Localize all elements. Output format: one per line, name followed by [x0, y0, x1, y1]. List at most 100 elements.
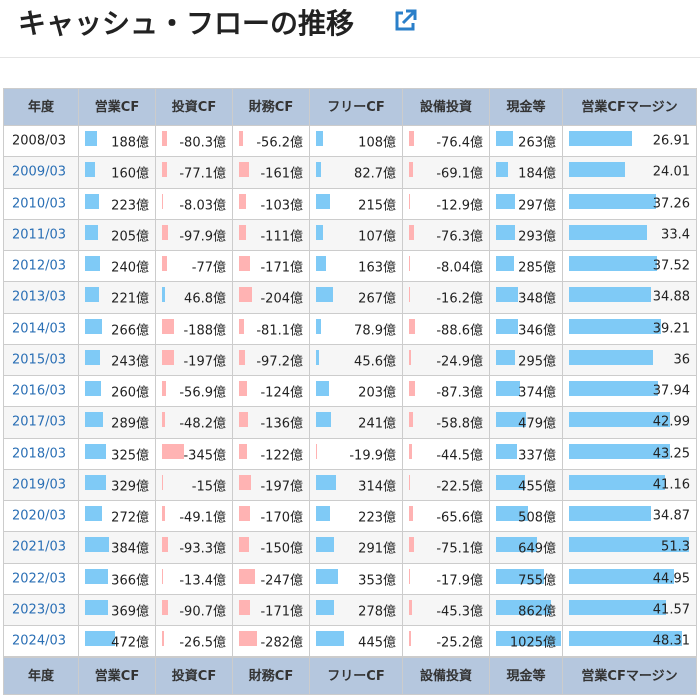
- table-cell: 160億: [79, 157, 156, 189]
- cell-value: 34.88: [652, 289, 690, 305]
- table-cell: 278億: [310, 594, 403, 626]
- year-label: 2011/03: [12, 227, 67, 243]
- value-bar: [496, 506, 529, 521]
- cell-value: 24.01: [652, 164, 690, 180]
- value-bar: [409, 162, 414, 178]
- cell-value: -171億: [260, 604, 303, 620]
- table-cell: 325億: [79, 438, 156, 470]
- cell-value: -87.3億: [436, 385, 483, 401]
- value-bar: [409, 256, 410, 271]
- external-link-icon[interactable]: [392, 8, 418, 34]
- table-cell: -97.9億: [156, 219, 233, 251]
- value-bar: [85, 474, 106, 490]
- table-cell: -65.6億: [403, 501, 490, 533]
- cell-value: 51.3: [661, 539, 690, 555]
- value-bar: [162, 224, 169, 240]
- value-bar: [162, 443, 184, 459]
- table-cell: 337億: [490, 438, 563, 470]
- table-cell: 24.01: [563, 157, 697, 189]
- cell-value: -103億: [260, 198, 303, 214]
- table-cell: -13.4億: [156, 563, 233, 595]
- table-cell: -97.2億: [233, 344, 310, 376]
- cell-value: -197億: [183, 354, 226, 370]
- cell-value: 42.99: [652, 414, 690, 430]
- table-cell: 348億: [490, 282, 563, 314]
- cell-value: -171億: [260, 260, 303, 276]
- table-cell: -8.04億: [403, 251, 490, 283]
- cell-value: 41.16: [652, 477, 690, 493]
- table-cell: 240億: [79, 251, 156, 283]
- table-cell: -45.3億: [403, 594, 490, 626]
- cell-value: -17.9億: [436, 573, 483, 589]
- cell-value: 107億: [358, 229, 396, 245]
- value-bar: [85, 443, 106, 459]
- table-cell: 2022/03: [3, 563, 79, 595]
- value-bar: [316, 381, 329, 396]
- table-cell: -87.3億: [403, 376, 490, 408]
- cell-value: -69.1億: [436, 166, 483, 182]
- cell-value: 26.91: [652, 133, 690, 149]
- cell-value: -8.04億: [436, 260, 483, 276]
- value-bar: [239, 443, 247, 459]
- value-bar: [162, 631, 164, 646]
- cell-value: -75.1億: [436, 541, 483, 557]
- table-cell: 34.88: [563, 282, 697, 314]
- value-bar: [316, 256, 327, 271]
- table-cell: 26.91: [563, 126, 697, 158]
- cell-value: 337億: [518, 448, 556, 464]
- table-cell: -25.2億: [403, 626, 490, 658]
- table-cell: 2024/03: [3, 626, 79, 658]
- value-bar: [496, 599, 551, 615]
- table-cell: 353億: [310, 563, 403, 595]
- value-bar: [162, 381, 166, 396]
- table-cell: 2012/03: [3, 251, 79, 283]
- value-bar: [569, 631, 682, 646]
- year-label: 2023/03: [12, 602, 67, 618]
- value-bar: [239, 162, 250, 178]
- value-bar: [85, 537, 110, 553]
- table-cell: -161億: [233, 157, 310, 189]
- cell-value: -197億: [260, 479, 303, 495]
- cell-value: 37.26: [652, 196, 690, 212]
- value-bar: [239, 318, 245, 334]
- table-cell: -90.7億: [156, 594, 233, 626]
- cell-value: 479億: [518, 416, 556, 432]
- header-cell: 設備投資: [403, 657, 490, 696]
- table-cell: 37.94: [563, 376, 697, 408]
- cell-value: 33.4: [661, 227, 690, 243]
- value-bar: [239, 599, 250, 615]
- cell-value: -19.9億: [349, 448, 396, 464]
- value-bar: [162, 131, 168, 146]
- cell-value: 366億: [111, 573, 149, 589]
- table-cell: 329億: [79, 469, 156, 501]
- value-bar: [316, 631, 345, 646]
- value-bar: [496, 162, 508, 178]
- table-cell: 862億: [490, 594, 563, 626]
- table-cell: 37.26: [563, 188, 697, 220]
- value-bar: [316, 349, 319, 365]
- table-cell: -12.9億: [403, 188, 490, 220]
- cell-value: 325億: [111, 448, 149, 464]
- cell-value: -12.9億: [436, 198, 483, 214]
- value-bar: [85, 568, 109, 584]
- table-cell: -69.1億: [403, 157, 490, 189]
- cell-value: -97.2億: [256, 354, 303, 370]
- table-cell: -204億: [233, 282, 310, 314]
- table-cell: 272億: [79, 501, 156, 533]
- value-bar: [162, 318, 174, 334]
- table-cell: 267億: [310, 282, 403, 314]
- table-cell: 41.16: [563, 469, 697, 501]
- cell-value: 369億: [111, 604, 149, 620]
- value-bar: [85, 224, 98, 240]
- table-cell: -93.3億: [156, 532, 233, 564]
- cell-value: 289億: [111, 416, 149, 432]
- table-cell: 346億: [490, 313, 563, 345]
- value-bar: [496, 568, 544, 584]
- table-cell: 82.7億: [310, 157, 403, 189]
- value-bar: [162, 412, 166, 428]
- header-cell: フリーCF: [310, 88, 403, 126]
- value-bar: [239, 631, 257, 646]
- cell-value: 39.21: [652, 321, 690, 337]
- cell-value: 37.94: [652, 383, 690, 399]
